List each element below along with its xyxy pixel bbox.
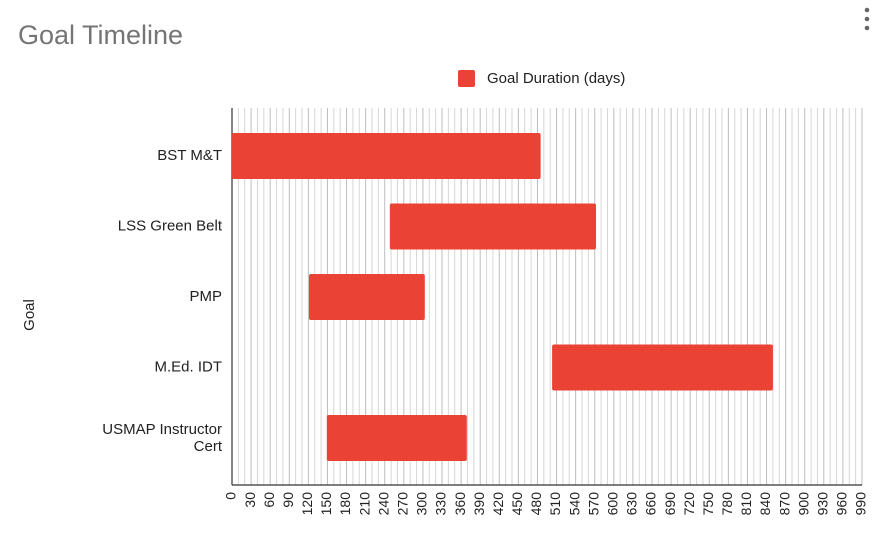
x-tick-label: 810 <box>738 492 754 516</box>
x-tick-label: 780 <box>719 492 735 516</box>
x-tick-label: 0 <box>223 492 239 500</box>
x-tick-label: 180 <box>337 492 353 516</box>
bar <box>389 203 596 250</box>
x-tick-label: 30 <box>242 492 258 508</box>
y-tick-label: PMP <box>189 288 222 305</box>
x-tick-label: 840 <box>757 492 773 516</box>
x-tick-label: 330 <box>433 492 449 516</box>
x-tick-label: 690 <box>662 492 678 516</box>
x-tick-label: 390 <box>471 492 487 516</box>
legend-swatch <box>458 70 475 87</box>
x-tick-label: 300 <box>414 492 430 516</box>
bar <box>326 415 467 461</box>
x-tick-label: 990 <box>853 492 869 516</box>
x-tick-label: 900 <box>795 492 811 516</box>
x-tick-label: 150 <box>318 492 334 516</box>
x-tick-label: 360 <box>452 492 468 516</box>
x-tick-label: 120 <box>299 492 315 516</box>
chart-title: Goal Timeline <box>18 20 183 50</box>
bar <box>309 274 425 320</box>
x-tick-label: 630 <box>624 492 640 516</box>
x-tick-label: 870 <box>776 492 792 516</box>
x-tick-label: 660 <box>643 492 659 516</box>
bar <box>552 344 773 391</box>
x-tick-label: 420 <box>490 492 506 516</box>
x-tick-label: 960 <box>834 492 850 516</box>
x-tick-label: 570 <box>585 492 601 516</box>
y-axis-title: Goal <box>21 299 38 331</box>
y-tick-label: M.Ed. IDT <box>154 358 222 375</box>
menu-dot[interactable] <box>864 16 870 22</box>
x-tick-label: 270 <box>395 492 411 516</box>
x-tick-label: 540 <box>566 492 582 516</box>
legend-label: Goal Duration (days) <box>487 70 625 87</box>
y-tick-label: LSS Green Belt <box>118 217 223 234</box>
y-tick-label: USMAP Instructor Cert <box>102 421 223 455</box>
x-tick-label: 480 <box>528 492 544 516</box>
x-tick-label: 90 <box>280 492 296 508</box>
bar <box>232 133 541 179</box>
x-tick-label: 210 <box>356 492 372 516</box>
x-tick-label: 240 <box>375 492 391 516</box>
x-tick-label: 720 <box>681 492 697 516</box>
x-tick-label: 450 <box>509 492 525 516</box>
y-tick-label: BST M&T <box>157 147 222 164</box>
x-tick-label: 930 <box>815 492 831 516</box>
menu-dot[interactable] <box>864 7 870 13</box>
x-tick-label: 750 <box>700 492 716 516</box>
x-tick-label: 600 <box>605 492 621 516</box>
x-tick-label: 60 <box>261 492 277 508</box>
menu-dot[interactable] <box>864 25 870 31</box>
x-tick-label: 510 <box>547 492 563 516</box>
